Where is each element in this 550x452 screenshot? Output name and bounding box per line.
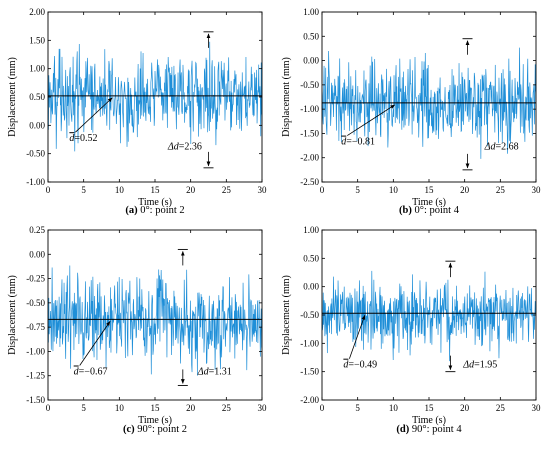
x-tick-label: 30	[532, 403, 542, 413]
x-tick-label: 20	[186, 185, 196, 195]
x-tick-label: 5	[355, 403, 360, 413]
mean-arrow	[349, 314, 366, 359]
displacement-series	[48, 41, 262, 152]
y-tick-label: -0.50	[300, 310, 319, 320]
x-tick-label: 15	[151, 185, 161, 195]
x-tick-label: 0	[46, 185, 51, 195]
x-axis-title: Time (s)	[138, 415, 172, 426]
x-tick-label: 5	[81, 403, 86, 413]
x-tick-label: 10	[389, 185, 399, 195]
panel-c: 0 5 10 15 20 25 30 -1.50 -1.25 -1.00 -0.75 -0.50 -0.…	[7, 225, 267, 435]
panel-caption: (b) 0°: point 4	[399, 205, 460, 216]
x-tick-label: 15	[425, 185, 435, 195]
x-tick-label: 30	[258, 403, 268, 413]
x-tick-label: 25	[222, 403, 232, 413]
delta-label: Δd=2.68	[484, 142, 519, 153]
y-tick-label: -0.50	[26, 298, 45, 308]
panel-caption: (a) 0°: point 2	[125, 205, 184, 216]
y-tick-label: -2.50	[300, 177, 319, 187]
y-tick-label: -2.00	[300, 395, 319, 405]
y-tick-label: 0.50	[303, 31, 319, 41]
y-tick-label: 0.50	[29, 92, 45, 102]
y-tick-label: 0.25	[29, 225, 45, 235]
y-tick-label: 1.00	[303, 225, 319, 235]
y-tick-label: -0.25	[26, 274, 45, 284]
y-tick-label: 1.00	[29, 64, 45, 74]
x-tick-label: 25	[222, 185, 232, 195]
delta-label: Δd=1.31	[197, 367, 232, 378]
y-tick-label: 0.50	[303, 253, 319, 263]
mean-arrow	[75, 97, 113, 133]
delta-label: Δd=1.95	[462, 360, 497, 371]
x-tick-label: 30	[532, 185, 542, 195]
mean-arrow	[347, 104, 396, 136]
mean-label: d=−0.67	[74, 367, 108, 378]
mean-label: d=−0.81	[341, 137, 375, 148]
y-tick-label: 0.00	[303, 282, 319, 292]
mean-label: d=0.52	[69, 133, 97, 144]
x-tick-label: 15	[425, 403, 435, 413]
mean-arrow	[79, 320, 111, 366]
y-tick-label: -1.00	[300, 104, 319, 114]
y-tick-label: 1.00	[303, 7, 319, 17]
x-axis-title: Time (s)	[412, 415, 446, 426]
y-tick-label: -1.50	[300, 367, 319, 377]
x-tick-label: 10	[389, 403, 399, 413]
displacement-series	[322, 270, 536, 362]
x-tick-label: 0	[320, 185, 325, 195]
x-tick-label: 20	[460, 403, 470, 413]
y-axis-title: Displacement (mm)	[281, 275, 292, 355]
y-tick-label: 0.00	[29, 249, 45, 259]
y-tick-label: -1.00	[300, 338, 319, 348]
panel-d: 0 5 10 15 20 25 30 -2.00 -1.50 -1.00 -0.50 0.00 0.50…	[281, 225, 541, 435]
y-axis-title: Displacement (mm)	[7, 275, 18, 355]
x-tick-label: 25	[496, 185, 506, 195]
y-tick-label: -1.50	[26, 395, 45, 405]
displacement-series	[48, 265, 262, 376]
y-tick-label: -2.00	[300, 153, 319, 163]
y-tick-label: -1.50	[300, 128, 319, 138]
x-axis-title: Time (s)	[412, 197, 446, 208]
x-tick-label: 20	[460, 185, 470, 195]
y-tick-label: -1.00	[26, 346, 45, 356]
y-tick-label: -1.00	[26, 177, 45, 187]
x-tick-label: 5	[81, 185, 86, 195]
y-tick-label: -0.50	[300, 80, 319, 90]
panel-caption: (d) 90°: point 4	[396, 424, 462, 435]
x-tick-label: 10	[115, 403, 125, 413]
x-tick-label: 10	[115, 185, 125, 195]
y-tick-label: 1.50	[29, 35, 45, 45]
y-tick-label: 2.00	[29, 7, 45, 17]
panel-a: 0 5 10 15 20 25 30 -1.00 -0.50 0.00 0.50 1.00 1.50 2.…	[7, 7, 267, 216]
x-tick-label: 0	[46, 403, 51, 413]
displacement-series	[322, 47, 536, 159]
y-tick-label: -0.75	[26, 322, 45, 332]
x-tick-label: 20	[186, 403, 196, 413]
y-axis-title: Displacement (mm)	[7, 57, 18, 137]
y-tick-label: -1.25	[26, 371, 45, 381]
x-tick-label: 0	[320, 403, 325, 413]
y-axis-title: Displacement (mm)	[281, 57, 292, 137]
delta-label: Δd=2.36	[167, 142, 202, 153]
mean-label: d=−0.49	[343, 360, 377, 371]
x-tick-label: 5	[355, 185, 360, 195]
x-axis-title: Time (s)	[138, 197, 172, 208]
panel-b: 0 5 10 15 20 25 30 -2.50 -2.00 -1.50 -1.00 -0.50 0.0…	[281, 7, 541, 216]
x-tick-label: 25	[496, 403, 506, 413]
panel-caption: (c) 90°: point 2	[123, 424, 187, 435]
y-tick-label: 0.00	[29, 120, 45, 130]
y-tick-label: 0.00	[303, 56, 319, 66]
y-tick-label: -0.50	[26, 149, 45, 159]
x-tick-label: 30	[258, 185, 268, 195]
x-tick-label: 15	[151, 403, 161, 413]
